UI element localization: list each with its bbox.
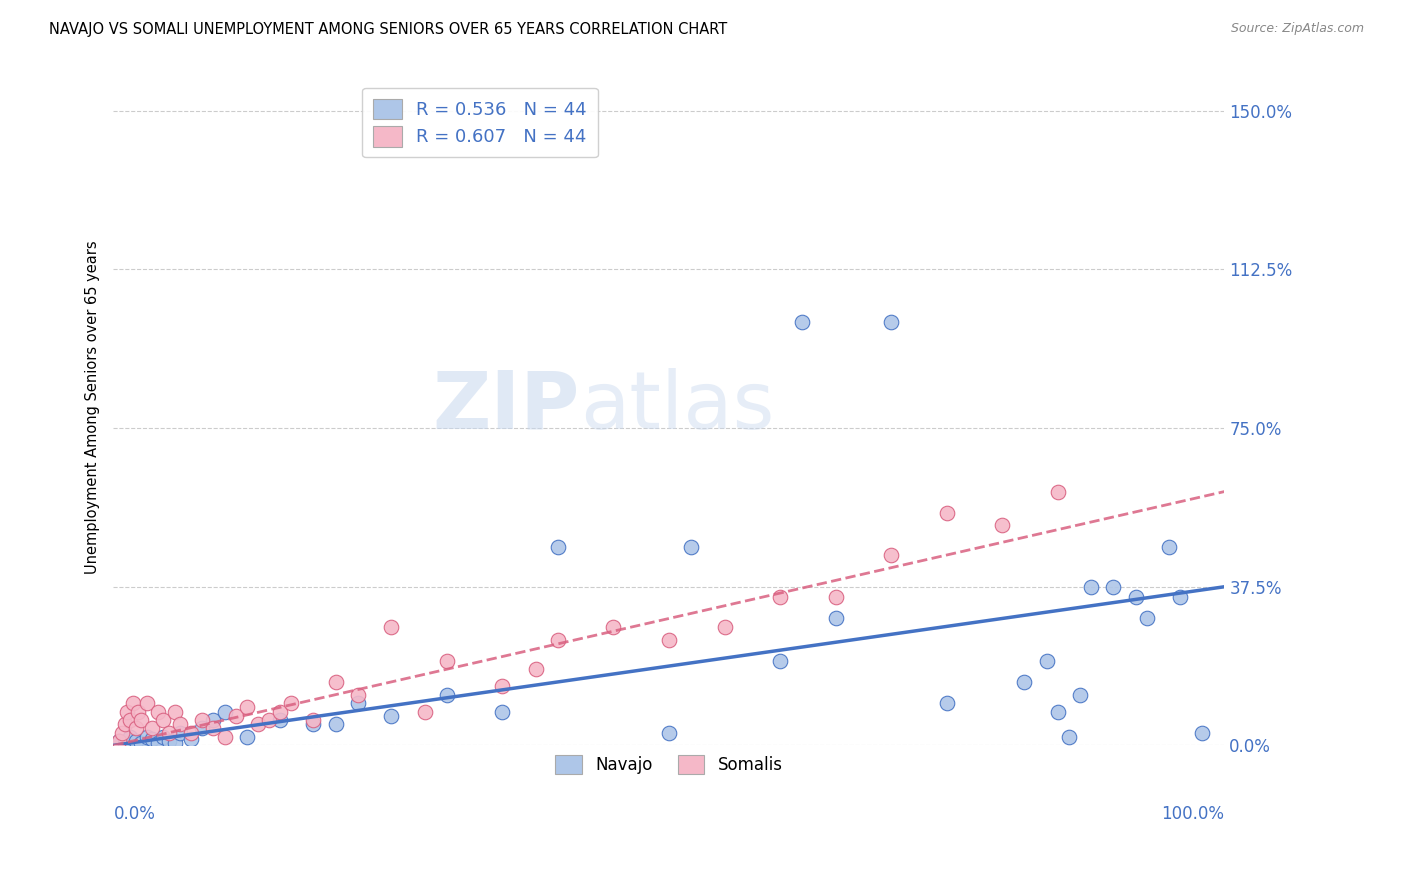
Point: [180, 732, 202, 747]
Point: [1080, 580, 1102, 594]
Point: [135, 730, 157, 744]
Point: [152, 730, 174, 744]
Point: [1168, 591, 1191, 605]
Point: [524, 662, 547, 676]
Point: [108, 734, 131, 748]
Point: [1125, 591, 1147, 605]
Point: [1046, 705, 1069, 719]
Point: [214, 730, 236, 744]
Point: [127, 705, 149, 719]
Point: [824, 591, 846, 605]
Point: [202, 722, 225, 736]
Point: [157, 725, 180, 739]
Point: [769, 591, 792, 605]
Point: [191, 722, 214, 736]
Point: [1014, 674, 1036, 689]
Point: [769, 654, 792, 668]
Point: [380, 708, 402, 723]
Point: [436, 688, 458, 702]
Point: [302, 713, 325, 727]
Point: [125, 722, 148, 736]
Point: [1046, 484, 1069, 499]
Point: [169, 717, 191, 731]
Point: [991, 518, 1014, 533]
Point: [491, 705, 513, 719]
Point: [236, 700, 259, 714]
Point: [152, 713, 174, 727]
Point: [1035, 654, 1057, 668]
Point: [1102, 580, 1125, 594]
Point: [157, 734, 180, 748]
Point: [302, 717, 325, 731]
Point: [141, 732, 163, 747]
Point: [120, 730, 142, 744]
Point: [115, 705, 138, 719]
Point: [163, 736, 186, 750]
Point: [236, 730, 259, 744]
Point: [202, 713, 225, 727]
Point: [1069, 688, 1091, 702]
Point: [1057, 730, 1080, 744]
Text: NAVAJO VS SOMALI UNEMPLOYMENT AMONG SENIORS OVER 65 YEARS CORRELATION CHART: NAVAJO VS SOMALI UNEMPLOYMENT AMONG SENI…: [49, 22, 727, 37]
Point: [1191, 725, 1213, 739]
Point: [269, 713, 291, 727]
Point: [135, 696, 157, 710]
Point: [347, 688, 370, 702]
Point: [325, 717, 347, 731]
Point: [129, 713, 152, 727]
Point: [120, 713, 142, 727]
Point: [146, 736, 169, 750]
Point: [824, 611, 846, 625]
Text: Source: ZipAtlas.com: Source: ZipAtlas.com: [1230, 22, 1364, 36]
Point: [792, 315, 814, 329]
Point: [269, 705, 291, 719]
Point: [114, 717, 136, 731]
Point: [1157, 540, 1180, 554]
Point: [114, 736, 136, 750]
Point: [122, 696, 145, 710]
Point: [681, 540, 703, 554]
Point: [602, 620, 624, 634]
Point: [214, 705, 236, 719]
Point: [880, 315, 903, 329]
Point: [347, 696, 370, 710]
Point: [111, 725, 134, 739]
Point: [436, 654, 458, 668]
Point: [141, 722, 163, 736]
Point: [129, 736, 152, 750]
Point: [108, 734, 131, 748]
Text: 100.0%: 100.0%: [1161, 805, 1225, 822]
Text: 0.0%: 0.0%: [114, 805, 156, 822]
Point: [1136, 611, 1159, 625]
Point: [180, 725, 202, 739]
Point: [191, 713, 214, 727]
Point: [935, 696, 957, 710]
Point: [413, 705, 436, 719]
Point: [491, 679, 513, 693]
Point: [380, 620, 402, 634]
Point: [257, 713, 280, 727]
Point: [547, 632, 569, 647]
Point: [125, 734, 148, 748]
Point: [325, 674, 347, 689]
Point: [169, 725, 191, 739]
Point: [280, 696, 302, 710]
Point: [163, 705, 186, 719]
Text: ZIP: ZIP: [433, 368, 581, 446]
Point: [146, 705, 169, 719]
Point: [658, 632, 681, 647]
Point: [658, 725, 681, 739]
Point: [935, 506, 957, 520]
Text: atlas: atlas: [581, 368, 775, 446]
Point: [246, 717, 269, 731]
Point: [713, 620, 735, 634]
Point: [880, 548, 903, 562]
Legend: Navajo, Somalis: Navajo, Somalis: [548, 748, 789, 781]
Point: [225, 708, 247, 723]
Y-axis label: Unemployment Among Seniors over 65 years: Unemployment Among Seniors over 65 years: [86, 240, 100, 574]
Point: [547, 540, 569, 554]
